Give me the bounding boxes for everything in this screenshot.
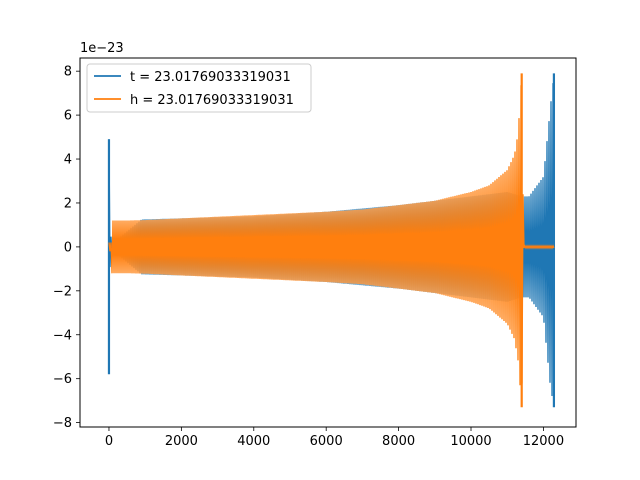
legend-label-t: t = 23.01769033319031 <box>130 70 291 85</box>
legend-label-h: h = 23.01769033319031 <box>130 93 294 108</box>
legend: t = 23.01769033319031 h = 23.01769033319… <box>86 63 312 113</box>
y-tick-label: −2 <box>53 284 72 299</box>
plot-frame <box>79 57 577 428</box>
y-tick-label: 8 <box>64 65 72 80</box>
y-tick-label: 2 <box>64 196 72 211</box>
y-tick-label: −6 <box>53 372 72 387</box>
x-tick-label: 12000 <box>523 434 564 449</box>
x-tick-label: 4000 <box>237 434 270 449</box>
x-axis: 0 2000 4000 6000 8000 10000 12000 <box>105 427 564 449</box>
y-tick-label: −8 <box>53 416 72 431</box>
series-line-1 <box>108 85 555 386</box>
x-tick-label: 6000 <box>310 434 343 449</box>
y-offset-label: 1e−23 <box>80 41 124 56</box>
x-tick-label: 10000 <box>450 434 491 449</box>
x-tick-label: 2000 <box>165 434 198 449</box>
y-axis: −8 −6 −4 −2 0 2 4 6 8 <box>53 65 80 431</box>
series-layer <box>107 73 556 408</box>
y-tick-label: 4 <box>64 153 72 168</box>
x-tick-label: 8000 <box>382 434 415 449</box>
legend-box <box>86 63 312 113</box>
y-tick-label: −4 <box>53 328 72 343</box>
y-tick-label: 0 <box>64 240 72 255</box>
y-tick-label: 6 <box>64 109 72 124</box>
x-tick-label: 0 <box>105 434 113 449</box>
